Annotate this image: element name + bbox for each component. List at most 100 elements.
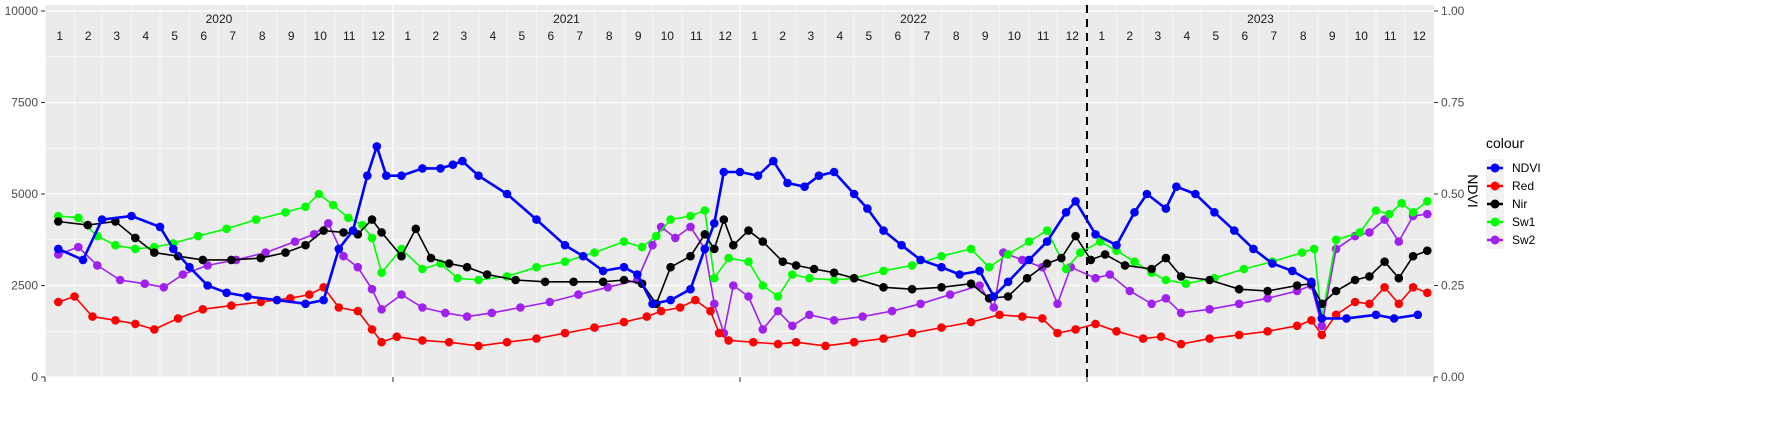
legend-key-point	[1490, 199, 1500, 209]
data-point-red	[1380, 283, 1389, 292]
data-point-nir	[1147, 264, 1156, 274]
data-point-nir	[227, 255, 236, 265]
data-point-sw2	[858, 312, 867, 321]
month-label: 5	[1212, 29, 1219, 43]
data-point-sw1	[1096, 237, 1105, 246]
data-point-red	[111, 316, 120, 325]
data-point-sw1	[1024, 237, 1034, 246]
data-point-nir	[377, 228, 386, 237]
data-point-sw2	[1234, 299, 1244, 309]
grid	[44, 5, 1434, 378]
data-point-ndvi	[666, 295, 675, 305]
month-label: 11	[343, 29, 356, 43]
month-label: 5	[518, 29, 525, 43]
data-point-ndvi	[1371, 310, 1381, 320]
data-point-red	[1394, 299, 1404, 309]
data-point-nir	[301, 240, 310, 250]
data-point-red	[691, 295, 700, 305]
data-point-nir	[426, 253, 436, 263]
data-point-sw2	[1091, 273, 1100, 283]
data-point-red	[532, 334, 541, 343]
data-point-red	[1423, 288, 1432, 298]
data-point-red	[1292, 321, 1302, 331]
data-point-sw1	[652, 231, 661, 241]
month-label: 12	[1066, 29, 1080, 43]
data-point-ndvi	[1268, 259, 1277, 268]
data-point-sw2	[74, 242, 83, 252]
data-point-red	[879, 334, 888, 343]
data-point-nir	[444, 259, 454, 268]
data-point-red	[590, 323, 599, 332]
data-point-red	[773, 339, 783, 349]
data-point-nir	[1380, 257, 1389, 267]
data-point-ndvi	[1112, 240, 1121, 250]
data-point-ndvi	[769, 156, 778, 166]
data-point-ndvi	[1130, 208, 1139, 217]
data-point-sw2	[1317, 321, 1327, 331]
data-point-sw2	[353, 262, 363, 272]
data-point-nir	[809, 264, 819, 274]
month-label: 2	[432, 29, 439, 43]
data-point-sw2	[975, 281, 984, 290]
data-point-red	[619, 317, 629, 327]
data-point-ndvi	[78, 255, 88, 265]
data-point-ndvi	[1142, 189, 1152, 199]
data-point-ndvi	[1003, 277, 1013, 287]
data-point-sw2	[140, 279, 150, 289]
data-point-red	[1307, 316, 1316, 325]
data-point-sw1	[1355, 228, 1365, 237]
data-point-red	[966, 317, 976, 327]
data-point-ndvi	[648, 299, 657, 309]
month-label: 2	[1126, 29, 1133, 43]
month-label: 1	[56, 29, 63, 43]
data-point-nir	[1205, 275, 1214, 285]
data-point-ndvi	[97, 215, 107, 224]
data-point-nir	[686, 251, 695, 261]
month-label: 1	[1098, 29, 1105, 43]
data-point-sw1	[1423, 197, 1432, 206]
data-point-nir	[281, 248, 290, 257]
data-point-sw2	[324, 219, 333, 228]
series-layer	[54, 142, 1432, 351]
month-label: 7	[229, 29, 236, 43]
data-point-sw1	[758, 281, 768, 290]
month-label: 4	[836, 29, 843, 43]
data-point-ndvi	[1161, 204, 1171, 213]
data-point-nir	[879, 283, 888, 292]
legend-item-sw1: Sw1	[1486, 213, 1536, 231]
month-label: 9	[1329, 29, 1336, 43]
data-point-ndvi	[1024, 255, 1034, 265]
month-label: 3	[1154, 29, 1161, 43]
data-point-ndvi	[1249, 244, 1258, 254]
data-point-ndvi	[474, 171, 483, 180]
data-point-sw1	[131, 244, 140, 254]
data-point-sw2	[1176, 308, 1186, 318]
data-point-ndvi	[735, 167, 745, 177]
data-point-nir	[778, 257, 788, 267]
data-point-ndvi	[372, 142, 382, 151]
data-point-sw1	[1408, 208, 1418, 217]
data-point-red	[1317, 330, 1327, 340]
data-point-sw2	[887, 306, 897, 316]
data-point-ndvi	[879, 226, 888, 235]
data-point-ndvi	[619, 262, 629, 272]
data-point-red	[88, 312, 97, 321]
data-point-ndvi	[916, 255, 925, 265]
left-axis-tick-label: 10000	[5, 4, 39, 18]
data-point-nir	[1408, 251, 1418, 261]
month-label: 7	[1270, 29, 1277, 43]
data-point-sw1	[1297, 248, 1307, 257]
month-label: 3	[807, 29, 814, 43]
legend-key-point	[1490, 163, 1500, 173]
data-point-sw2	[290, 237, 300, 246]
data-point-nir	[700, 230, 710, 239]
data-point-nir	[339, 228, 348, 237]
series-sw1	[54, 189, 1432, 323]
month-label: 12	[719, 29, 733, 43]
right-axis-title: NDVI	[1465, 174, 1481, 207]
data-point-red	[305, 290, 314, 299]
data-point-ndvi	[1230, 226, 1239, 235]
data-point-ndvi	[578, 251, 588, 261]
legend-item-nir: Nir	[1486, 195, 1527, 213]
data-point-ndvi	[1288, 266, 1297, 276]
